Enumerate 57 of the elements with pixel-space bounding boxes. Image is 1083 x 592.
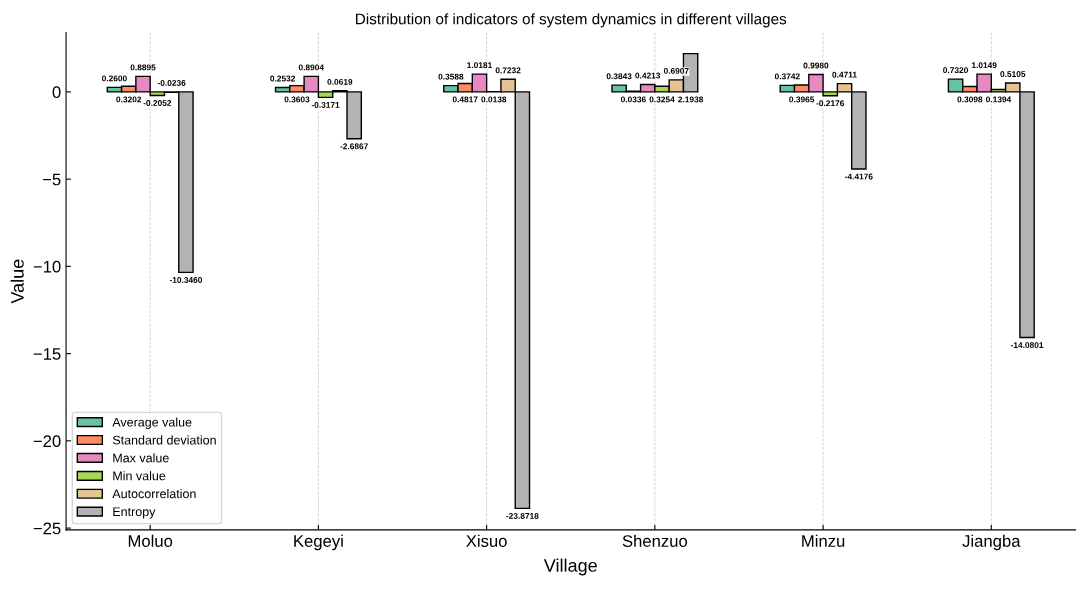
- data-label: 0.3098: [957, 96, 983, 103]
- y-tick-label: −20: [33, 435, 61, 448]
- y-tick-label: 0: [52, 86, 61, 99]
- legend-label: Entropy: [113, 507, 156, 519]
- data-label: 0.3254: [649, 96, 675, 103]
- x-tick-label: Jiangba: [962, 534, 1021, 551]
- legend-label: Standard deviation: [112, 435, 216, 445]
- data-label: 0.5105: [1000, 71, 1026, 77]
- data-label: 0.1394: [986, 96, 1012, 103]
- data-label: -0.2052: [143, 100, 172, 106]
- data-label: -2.6867: [340, 143, 368, 150]
- x-axis-title: Village: [543, 558, 597, 576]
- data-label: 0.6907: [663, 67, 689, 74]
- data-label: 0.3742: [774, 73, 800, 80]
- data-label: 0.9980: [803, 62, 829, 69]
- data-label: 1.0181: [467, 62, 492, 69]
- data-label: 0.3588: [438, 73, 464, 80]
- chart-title: Distribution of indicators of system dynamics in different villages: [356, 13, 787, 28]
- data-label: 0.3603: [284, 96, 310, 103]
- data-label: 0.7320: [943, 67, 968, 74]
- data-label: -0.0236: [157, 79, 186, 86]
- data-label: 0.0138: [481, 96, 507, 103]
- data-label: -4.4176: [845, 173, 873, 180]
- data-label: 0.3965: [789, 96, 815, 103]
- legend-label: Min value: [113, 471, 166, 481]
- data-label: 0.7232: [495, 67, 521, 74]
- legend-label: Average value: [112, 417, 192, 430]
- x-tick-label: Kegeyi: [294, 534, 343, 551]
- data-label: 0.0336: [620, 96, 646, 103]
- y-tick-label: −10: [33, 260, 61, 273]
- x-tick-label: Shenzuo: [622, 534, 688, 547]
- data-label: 0.8895: [130, 64, 156, 71]
- data-label: 0.8904: [298, 64, 324, 71]
- data-label: 0.3843: [606, 73, 632, 80]
- data-label: 0.3202: [116, 96, 142, 103]
- x-tick-label: Minzu: [802, 534, 845, 547]
- legend-label: Max value: [113, 453, 169, 463]
- data-label: 0.2532: [270, 75, 296, 82]
- x-tick-label: Moluo: [128, 534, 173, 547]
- data-label: -23.8718: [506, 512, 539, 519]
- y-tick-label: −25: [33, 522, 61, 535]
- data-label: -14.0801: [1010, 342, 1044, 349]
- data-label: 1.0149: [971, 62, 997, 69]
- data-label: 0.4213: [635, 72, 661, 79]
- data-label: -0.2176: [816, 100, 845, 107]
- data-label: 0.4711: [832, 71, 857, 78]
- legend-label: Autocorrelation: [112, 489, 196, 499]
- data-label: -10.3460: [169, 276, 203, 283]
- y-axis-title: Value: [10, 259, 24, 304]
- data-label: 0.4817: [452, 96, 478, 103]
- x-tick-label: Xisuo: [466, 534, 507, 547]
- y-tick-label: −15: [33, 348, 61, 360]
- data-label: -0.3171: [311, 102, 340, 108]
- data-label: 0.0619: [327, 78, 353, 85]
- data-label: 0.2600: [102, 75, 127, 82]
- y-tick-label: −5: [43, 173, 61, 186]
- data-label: 2.1938: [678, 96, 704, 103]
